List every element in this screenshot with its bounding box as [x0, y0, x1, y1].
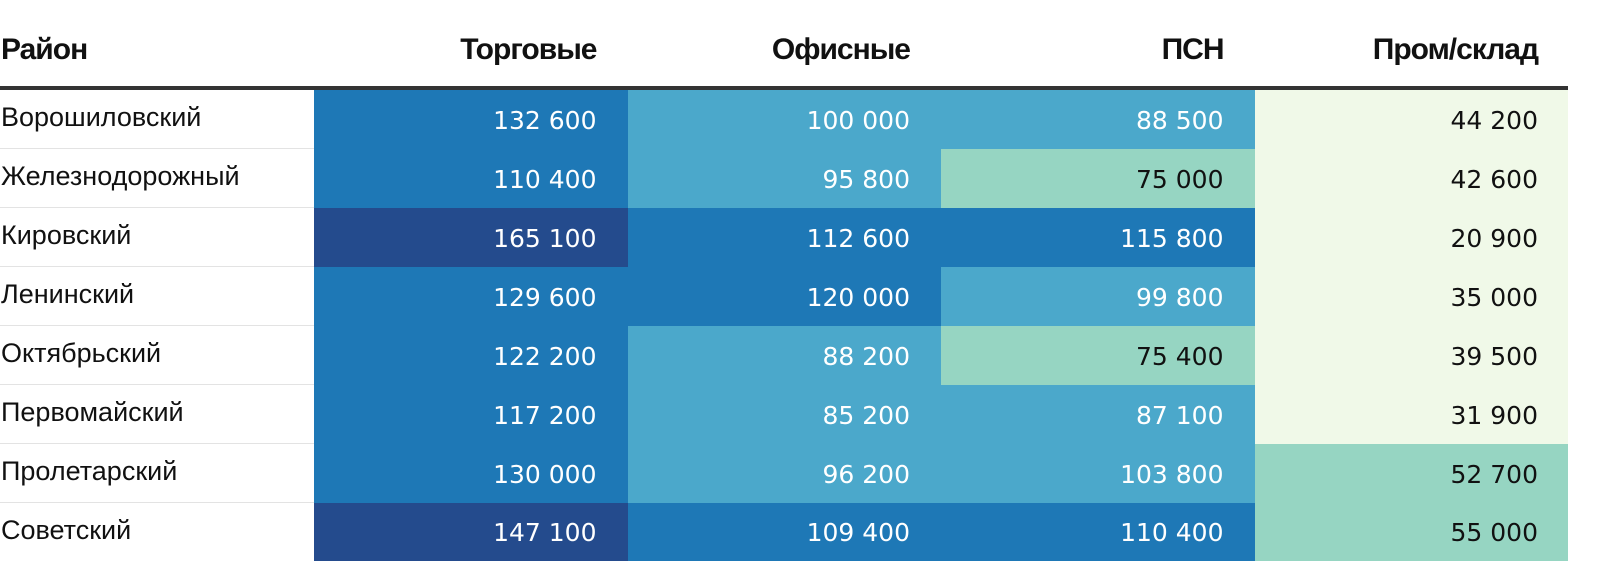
heatmap-cell-retail: 129 600: [314, 267, 628, 326]
district-name-cell: Советский: [0, 503, 314, 561]
heatmap-cell-industrial-warehouse: 44 200: [1255, 88, 1569, 149]
heatmap-cell-office: 96 200: [628, 444, 942, 503]
heatmap-cell-office: 120 000: [628, 267, 942, 326]
heatmap-cell-retail: 132 600: [314, 88, 628, 149]
heatmap-cell-retail: 117 200: [314, 385, 628, 444]
district-name-cell: Октябрьский: [0, 326, 314, 385]
column-header-district: Район: [0, 14, 314, 88]
column-header-industrial-warehouse: Пром/склад: [1255, 14, 1569, 88]
heatmap-cell-psn: 75 400: [941, 326, 1255, 385]
heatmap-cell-psn: 103 800: [941, 444, 1255, 503]
column-header-retail: Торговые: [314, 14, 628, 88]
heatmap-cell-industrial-warehouse: 52 700: [1255, 444, 1569, 503]
heatmap-cell-psn: 110 400: [941, 503, 1255, 561]
heatmap-cell-retail: 122 200: [314, 326, 628, 385]
heatmap-cell-office: 112 600: [628, 208, 942, 267]
district-name-cell: Ворошиловский: [0, 88, 314, 149]
heatmap-cell-industrial-warehouse: 55 000: [1255, 503, 1569, 561]
table-header: Район Торговые Офисные ПСН Пром/склад: [0, 14, 1568, 88]
header-row: Район Торговые Офисные ПСН Пром/склад: [0, 14, 1568, 88]
heatmap-cell-office: 88 200: [628, 326, 942, 385]
heatmap-cell-office: 100 000: [628, 88, 942, 149]
district-name-cell: Первомайский: [0, 385, 314, 444]
column-header-office: Офисные: [628, 14, 942, 88]
district-name-cell: Железнодорожный: [0, 149, 314, 208]
heatmap-cell-psn: 88 500: [941, 88, 1255, 149]
heatmap-cell-psn: 75 000: [941, 149, 1255, 208]
heatmap-cell-retail: 165 100: [314, 208, 628, 267]
heatmap-cell-industrial-warehouse: 39 500: [1255, 326, 1569, 385]
heatmap-cell-retail: 110 400: [314, 149, 628, 208]
heatmap-cell-industrial-warehouse: 31 900: [1255, 385, 1569, 444]
heatmap-cell-industrial-warehouse: 20 900: [1255, 208, 1569, 267]
heatmap-cell-retail: 130 000: [314, 444, 628, 503]
district-name-cell: Ленинский: [0, 267, 314, 326]
district-name-cell: Пролетарский: [0, 444, 314, 503]
heatmap-table: Район Торговые Офисные ПСН Пром/склад Во…: [0, 14, 1568, 561]
district-name-cell: Кировский: [0, 208, 314, 267]
heatmap-cell-office: 85 200: [628, 385, 942, 444]
heatmap-cell-office: 109 400: [628, 503, 942, 561]
heatmap-cell-industrial-warehouse: 35 000: [1255, 267, 1569, 326]
column-header-psn: ПСН: [941, 14, 1255, 88]
heatmap-cell-retail: 147 100: [314, 503, 628, 561]
heatmap-cell-psn: 87 100: [941, 385, 1255, 444]
heatmap-cell-psn: 99 800: [941, 267, 1255, 326]
heatmap-cell-psn: 115 800: [941, 208, 1255, 267]
heatmap-cell-industrial-warehouse: 42 600: [1255, 149, 1569, 208]
heatmap-cell-office: 95 800: [628, 149, 942, 208]
